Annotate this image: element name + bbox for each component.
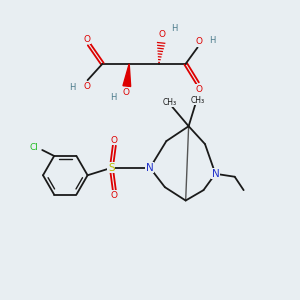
- Text: H: H: [171, 24, 178, 33]
- Text: S: S: [108, 163, 115, 173]
- Text: H: H: [111, 94, 117, 103]
- Text: N: N: [212, 169, 219, 179]
- Text: H: H: [69, 83, 75, 92]
- Text: CH₃: CH₃: [162, 98, 176, 107]
- Text: O: O: [123, 88, 130, 97]
- Text: O: O: [111, 136, 118, 145]
- Text: O: O: [196, 85, 202, 94]
- Text: Cl: Cl: [29, 142, 38, 152]
- Text: CH₃: CH₃: [191, 96, 205, 105]
- Text: N: N: [146, 163, 154, 173]
- Text: O: O: [83, 82, 91, 91]
- Text: O: O: [158, 31, 165, 40]
- Polygon shape: [123, 64, 131, 86]
- Text: O: O: [83, 34, 90, 43]
- Text: H: H: [209, 35, 216, 44]
- Text: O: O: [196, 37, 202, 46]
- Text: O: O: [111, 191, 118, 200]
